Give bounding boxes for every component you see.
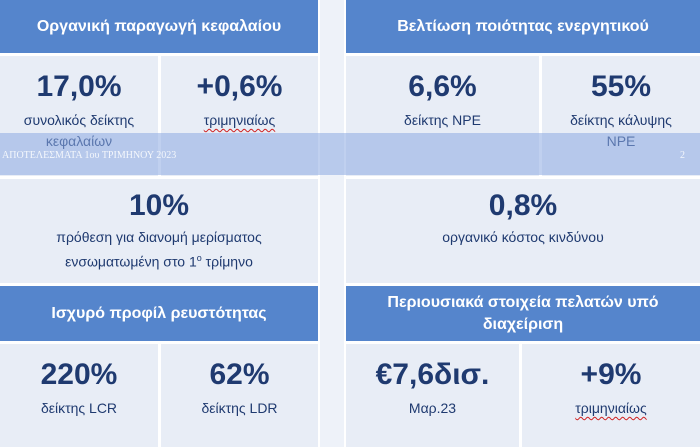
metric-value: 62% [209,358,270,391]
metric-value: 220% [40,358,118,391]
metric-label: δείκτης LDR [201,400,278,416]
column-gap [320,0,344,447]
metric-cell: 62% δείκτης LDR [161,344,318,447]
metric-value: +9% [580,358,642,391]
page-number: 2 [680,150,685,161]
section-header: Ισχυρό προφίλ ρευστότητας [0,286,318,341]
metric-value: 55% [590,70,652,103]
metric-cell: €7,6δισ. Μαρ.23 [346,344,519,447]
metric-label: ενσωματωμένη στο 1 [65,253,197,270]
metric-value: €7,6δισ. [375,358,490,391]
metric-value: 0,8% [488,189,558,222]
superscript: ο [196,253,202,263]
metric-cell: +9% τριμηνιαίως [522,344,700,447]
section-header: Οργανική παραγωγή κεφαλαίου [0,0,318,53]
section-header: Βελτίωση ποιότητας ενεργητικού [346,0,700,53]
metric-label: δείκτης NPE [404,112,481,128]
metric-label: πρόθεση για διανομή μερίσματος [56,229,262,245]
metric-value: 6,6% [408,70,477,103]
metric-label: τρίμηνο [205,253,253,270]
footer-band [0,133,700,175]
metric-label: τριμηνιαίως [203,112,276,128]
metric-value: 17,0% [36,70,122,103]
footer-text: ΑΠΟΤΕΛΕΣΜΑΤΑ 1ου ΤΡΙΜΗΝΟΥ 2023 [2,150,177,161]
metric-cell: 10% πρόθεση για διανομή μερίσματος ενσωμ… [0,179,318,283]
metric-value: 10% [128,189,190,222]
metric-cell: 0,8% οργανικό κόστος κινδύνου [346,179,700,283]
metric-label: Μαρ.23 [408,400,457,416]
metric-value: +0,6% [196,70,283,103]
section-header: Περιουσιακά στοιχεία πελατών υπό διαχείρ… [346,286,700,341]
metric-label: τριμηνιαίως [575,400,647,416]
metric-label: δείκτης LCR [40,400,118,416]
metric-label: οργανικό κόστος κινδύνου [442,229,604,245]
metric-cell: 220% δείκτης LCR [0,344,158,447]
